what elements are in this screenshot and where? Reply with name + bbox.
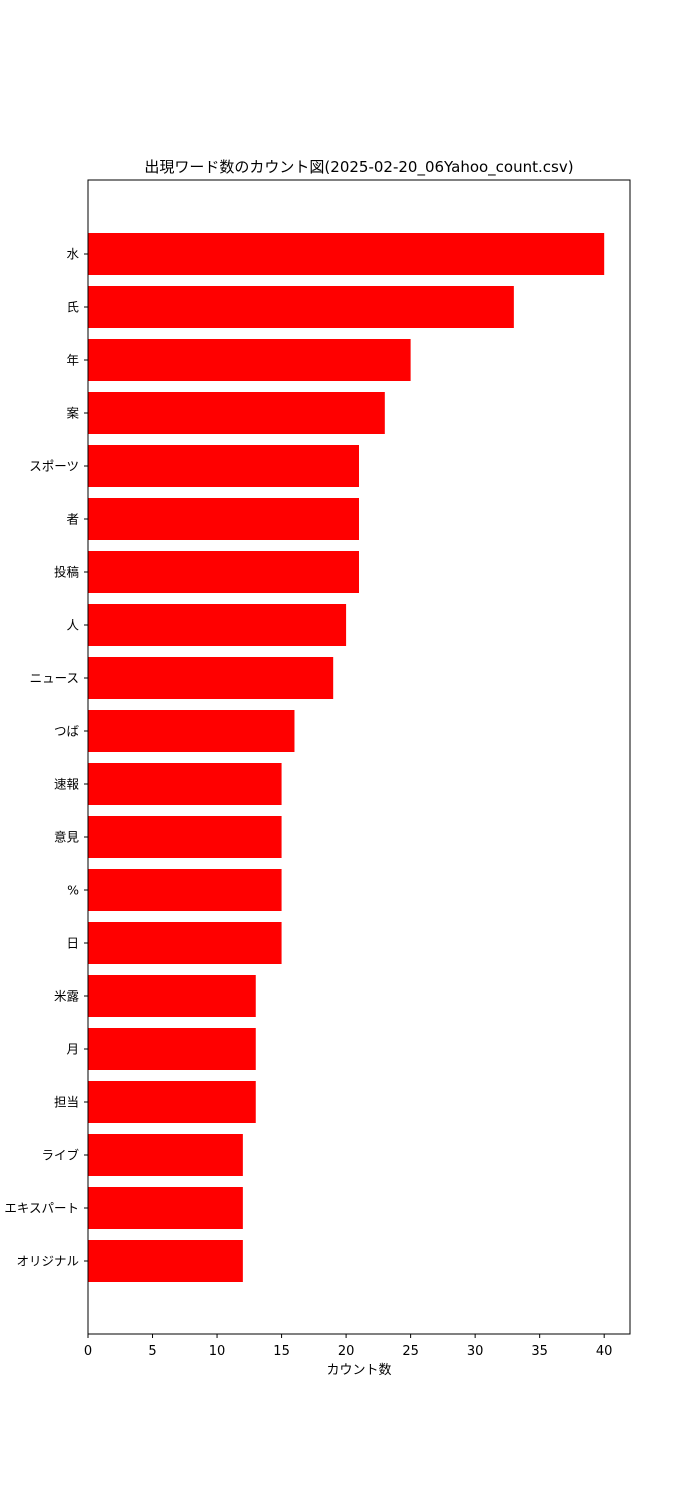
- y-tick-label: 月: [66, 1042, 79, 1057]
- x-tick-label: 20: [338, 1344, 355, 1359]
- y-tick-label: 案: [66, 406, 79, 421]
- bar: [88, 816, 282, 858]
- y-tick-label: つば: [54, 724, 80, 739]
- y-tick-label: 意見: [54, 830, 80, 845]
- y-tick-label: 水: [66, 247, 79, 262]
- y-tick-label: 氏: [66, 300, 79, 315]
- bar: [88, 604, 347, 646]
- x-tick-label: 40: [596, 1344, 613, 1359]
- bar: [88, 551, 359, 593]
- bar: [88, 1240, 243, 1282]
- x-tick-label: 5: [148, 1344, 156, 1359]
- bar: [88, 286, 514, 328]
- x-tick-label: 35: [531, 1344, 548, 1359]
- bar: [88, 975, 256, 1017]
- bar: [88, 869, 282, 911]
- y-tick-label: %: [67, 883, 79, 898]
- x-tick-label: 30: [467, 1344, 484, 1359]
- y-tick-label: 米露: [54, 989, 80, 1004]
- y-tick-label: スポーツ: [29, 459, 79, 474]
- y-tick-label: オリジナル: [16, 1254, 79, 1269]
- y-tick-label: 年: [66, 353, 79, 368]
- bar: [88, 657, 334, 699]
- y-tick-label: 日: [66, 936, 79, 951]
- bar: [88, 233, 605, 275]
- bar: [88, 498, 359, 540]
- x-tick-label: 15: [273, 1344, 290, 1359]
- bar: [88, 445, 359, 487]
- x-axis-label: カウント数: [326, 1363, 391, 1378]
- bar: [88, 1134, 243, 1176]
- x-axis: 0 5 10 15 20 25 30 35 40: [84, 1334, 613, 1359]
- y-tick-label: 速報: [54, 777, 80, 792]
- bar: [88, 392, 385, 434]
- y-tick-label: 担当: [54, 1095, 79, 1110]
- x-tick-label: 10: [209, 1344, 226, 1359]
- bar: [88, 1028, 256, 1070]
- y-tick-label: ニュース: [30, 671, 79, 686]
- bar: [88, 922, 282, 964]
- y-tick-label: 投稿: [54, 565, 79, 580]
- y-tick-label: 人: [66, 618, 79, 633]
- x-tick-label: 25: [402, 1344, 419, 1359]
- bar: [88, 763, 282, 805]
- bars-group: [88, 233, 605, 1282]
- y-tick-label: エキスパート: [4, 1201, 79, 1216]
- bar: [88, 339, 411, 381]
- bar: [88, 1187, 243, 1229]
- chart-title: 出現ワード数のカウント図(2025-02-20_06Yahoo_count.cs…: [144, 158, 573, 177]
- y-tick-label: 者: [66, 512, 79, 527]
- bar: [88, 1081, 256, 1123]
- y-tick-label: ライブ: [41, 1148, 79, 1163]
- x-tick-label: 0: [84, 1344, 92, 1359]
- plot-frame: [87, 179, 631, 1335]
- bar: [88, 710, 295, 752]
